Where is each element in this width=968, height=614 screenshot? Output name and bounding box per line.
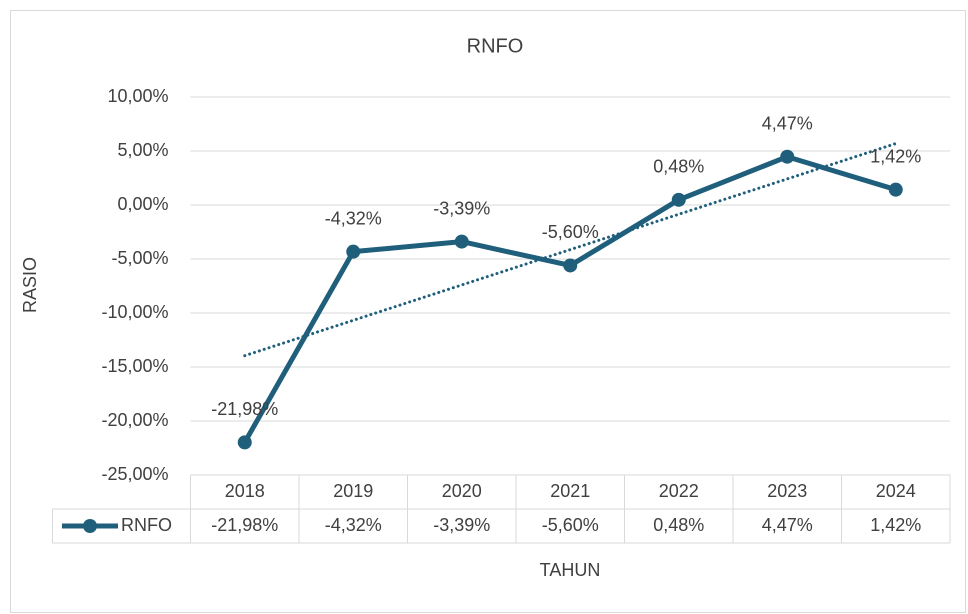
data-point: [346, 244, 361, 259]
data-label: -4,32%: [325, 208, 382, 228]
x-tick-label: 2020: [442, 481, 482, 501]
chart-title: RNFO: [467, 35, 524, 57]
x-axis-title: TAHUN: [540, 560, 601, 580]
trendline: [243, 142, 898, 358]
data-point: [454, 234, 469, 249]
table-value: 1,42%: [870, 515, 921, 535]
x-tick-label: 2024: [876, 481, 916, 501]
table-value: -21,98%: [211, 515, 278, 535]
x-tick-label: 2018: [225, 481, 265, 501]
data-point: [237, 435, 252, 450]
y-tick-label: 10,00%: [107, 86, 168, 106]
data-point: [888, 182, 903, 197]
y-tick-label: -10,00%: [101, 302, 168, 322]
x-tick-label: 2019: [333, 481, 373, 501]
y-tick-label: 0,00%: [117, 194, 168, 214]
x-tick-label: 2023: [767, 481, 807, 501]
y-axis-title: RASIO: [20, 257, 40, 313]
data-label: -3,39%: [433, 198, 490, 218]
table-value: -3,39%: [433, 515, 490, 535]
y-tick-label: -20,00%: [101, 410, 168, 430]
data-label: -5,60%: [542, 222, 599, 242]
y-tick-label: -25,00%: [101, 464, 168, 484]
data-point: [563, 258, 578, 273]
data-label: -21,98%: [211, 399, 278, 419]
y-tick-label: -5,00%: [111, 248, 168, 268]
x-tick-label: 2022: [659, 481, 699, 501]
data-label: 0,48%: [653, 157, 704, 177]
table-value: 0,48%: [653, 515, 704, 535]
table-value: -5,60%: [542, 515, 599, 535]
data-point: [671, 192, 686, 207]
x-tick-label: 2021: [550, 481, 590, 501]
data-point: [780, 149, 795, 164]
table-value: -4,32%: [325, 515, 382, 535]
chart-border: [10, 10, 966, 613]
legend-label: RNFO: [121, 515, 172, 535]
data-label: 4,47%: [762, 113, 813, 133]
legend-marker: [83, 519, 97, 533]
y-tick-label: 5,00%: [117, 140, 168, 160]
y-tick-label: -15,00%: [101, 356, 168, 376]
table-value: 4,47%: [762, 515, 813, 535]
data-label: 1,42%: [870, 146, 921, 166]
